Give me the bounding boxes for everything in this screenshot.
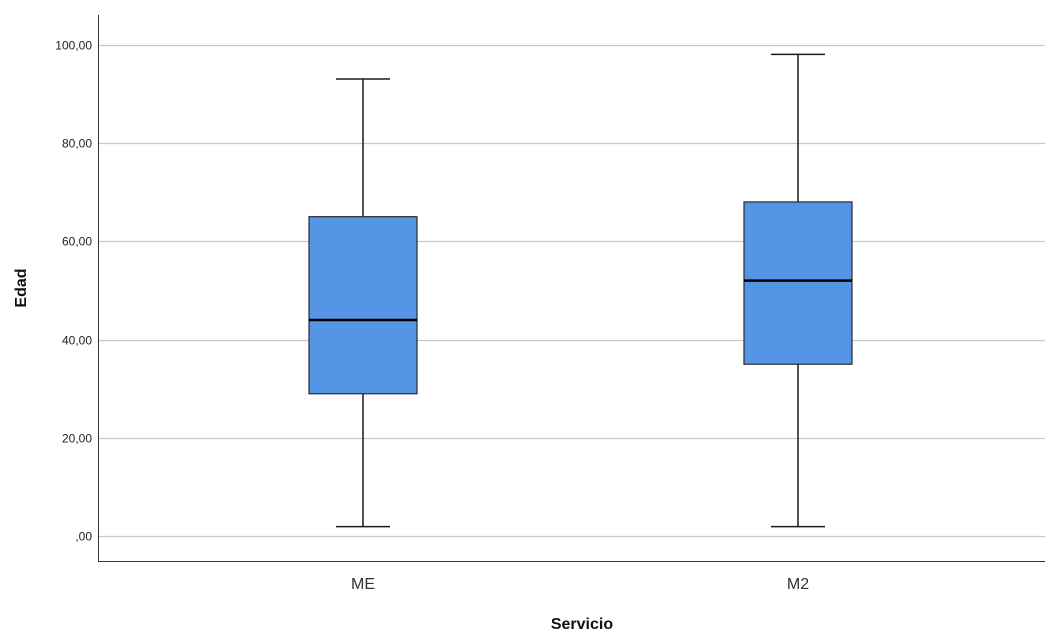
x-category-label: M2 (787, 576, 809, 593)
box-series (308, 53, 853, 528)
grid-lines (98, 44, 1045, 538)
x-axis-title: Servicio (551, 616, 613, 630)
y-tick-label: 100,00 (55, 39, 92, 53)
iqr-box (743, 201, 853, 365)
y-axis-title: Edad (13, 268, 30, 307)
y-tick-label: ,00 (75, 530, 92, 544)
iqr-box (308, 216, 418, 395)
x-category-label: ME (351, 576, 375, 593)
y-tick-label: 80,00 (62, 137, 92, 151)
box-m2 (743, 53, 853, 528)
y-tick-label: 60,00 (62, 235, 92, 249)
labels: ,00 20,00 40,00 60,00 80,00 100,00 ME M2 (55, 39, 809, 594)
axes (98, 15, 1045, 562)
box-me (308, 78, 418, 528)
y-tick-label: 20,00 (62, 432, 92, 446)
y-tick-label: 40,00 (62, 334, 92, 348)
